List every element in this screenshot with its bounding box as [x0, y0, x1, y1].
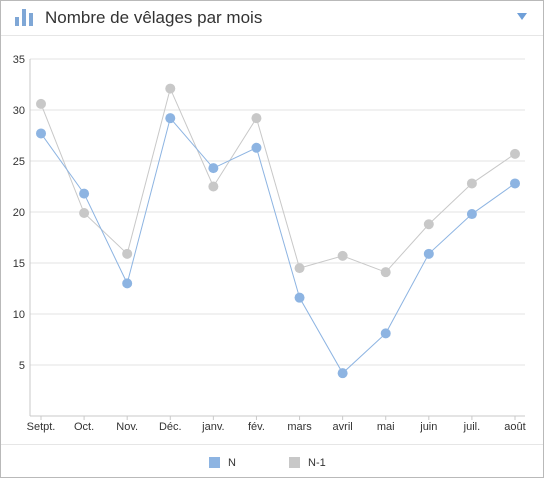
- data-point-n-1: [423, 219, 434, 230]
- legend-label: N-1: [308, 457, 326, 469]
- y-tick-label: 35: [13, 54, 25, 66]
- y-tick-label: 5: [19, 360, 25, 372]
- x-tick-label: janv.: [201, 421, 224, 433]
- y-tick-label: 25: [13, 156, 25, 168]
- x-tick-label: mai: [377, 421, 395, 433]
- panel-header: Nombre de vêlages par mois: [1, 1, 543, 36]
- x-tick-label: juil.: [463, 421, 481, 433]
- x-tick-label: août: [504, 421, 525, 433]
- data-point-n-1: [208, 181, 219, 192]
- y-tick-label: 15: [13, 258, 25, 270]
- x-tick-label: Oct.: [74, 421, 94, 433]
- chart-legend: N N-1: [1, 444, 543, 479]
- x-tick-label: avril: [333, 421, 353, 433]
- data-point-n: [337, 368, 348, 379]
- series-line-n-1: [40, 87, 516, 273]
- x-tick-label: Nov.: [116, 421, 138, 433]
- y-tick-label: 20: [13, 207, 25, 219]
- data-point-n: [423, 248, 434, 259]
- data-point-n: [510, 178, 520, 189]
- x-tick-label: juin: [419, 421, 437, 433]
- x-tick-label: mars: [287, 421, 312, 433]
- data-point-n-1: [251, 113, 262, 124]
- data-point-n-1: [337, 250, 348, 261]
- data-point-n: [380, 328, 391, 339]
- legend-swatch: [289, 457, 300, 468]
- data-point-n-1: [466, 178, 477, 189]
- data-point-n-1: [294, 263, 305, 274]
- x-tick-label: Déc.: [159, 421, 182, 433]
- data-point-n-1: [122, 248, 133, 259]
- data-point-n: [208, 163, 219, 174]
- chart-title: Nombre de vêlages par mois: [45, 8, 263, 27]
- x-tick-label: fév.: [248, 421, 265, 433]
- bar-chart-icon: [15, 9, 33, 26]
- data-point-n-1: [380, 267, 391, 278]
- series-line-n: [40, 117, 516, 374]
- data-point-n-1: [79, 208, 90, 219]
- legend-swatch: [209, 457, 220, 468]
- x-tick-label: Setpt.: [27, 421, 56, 433]
- data-point-n: [36, 128, 46, 139]
- data-point-n-1: [36, 98, 46, 109]
- data-point-n: [165, 113, 176, 124]
- data-point-n: [466, 209, 477, 220]
- data-point-n: [79, 188, 90, 199]
- data-point-n-1: [510, 148, 520, 159]
- data-point-n: [251, 142, 262, 153]
- legend-label: N: [228, 457, 236, 469]
- y-tick-label: 10: [13, 309, 25, 321]
- data-point-n-1: [165, 83, 176, 94]
- data-point-n: [122, 278, 133, 289]
- line-chart: 5 10 15 20 25 30 35 Setpt. Oct. Nov. Déc. janv. fév.…: [13, 54, 526, 433]
- data-point-n: [294, 292, 305, 303]
- y-tick-label: 30: [13, 105, 25, 117]
- chevron-down-icon[interactable]: [517, 13, 527, 21]
